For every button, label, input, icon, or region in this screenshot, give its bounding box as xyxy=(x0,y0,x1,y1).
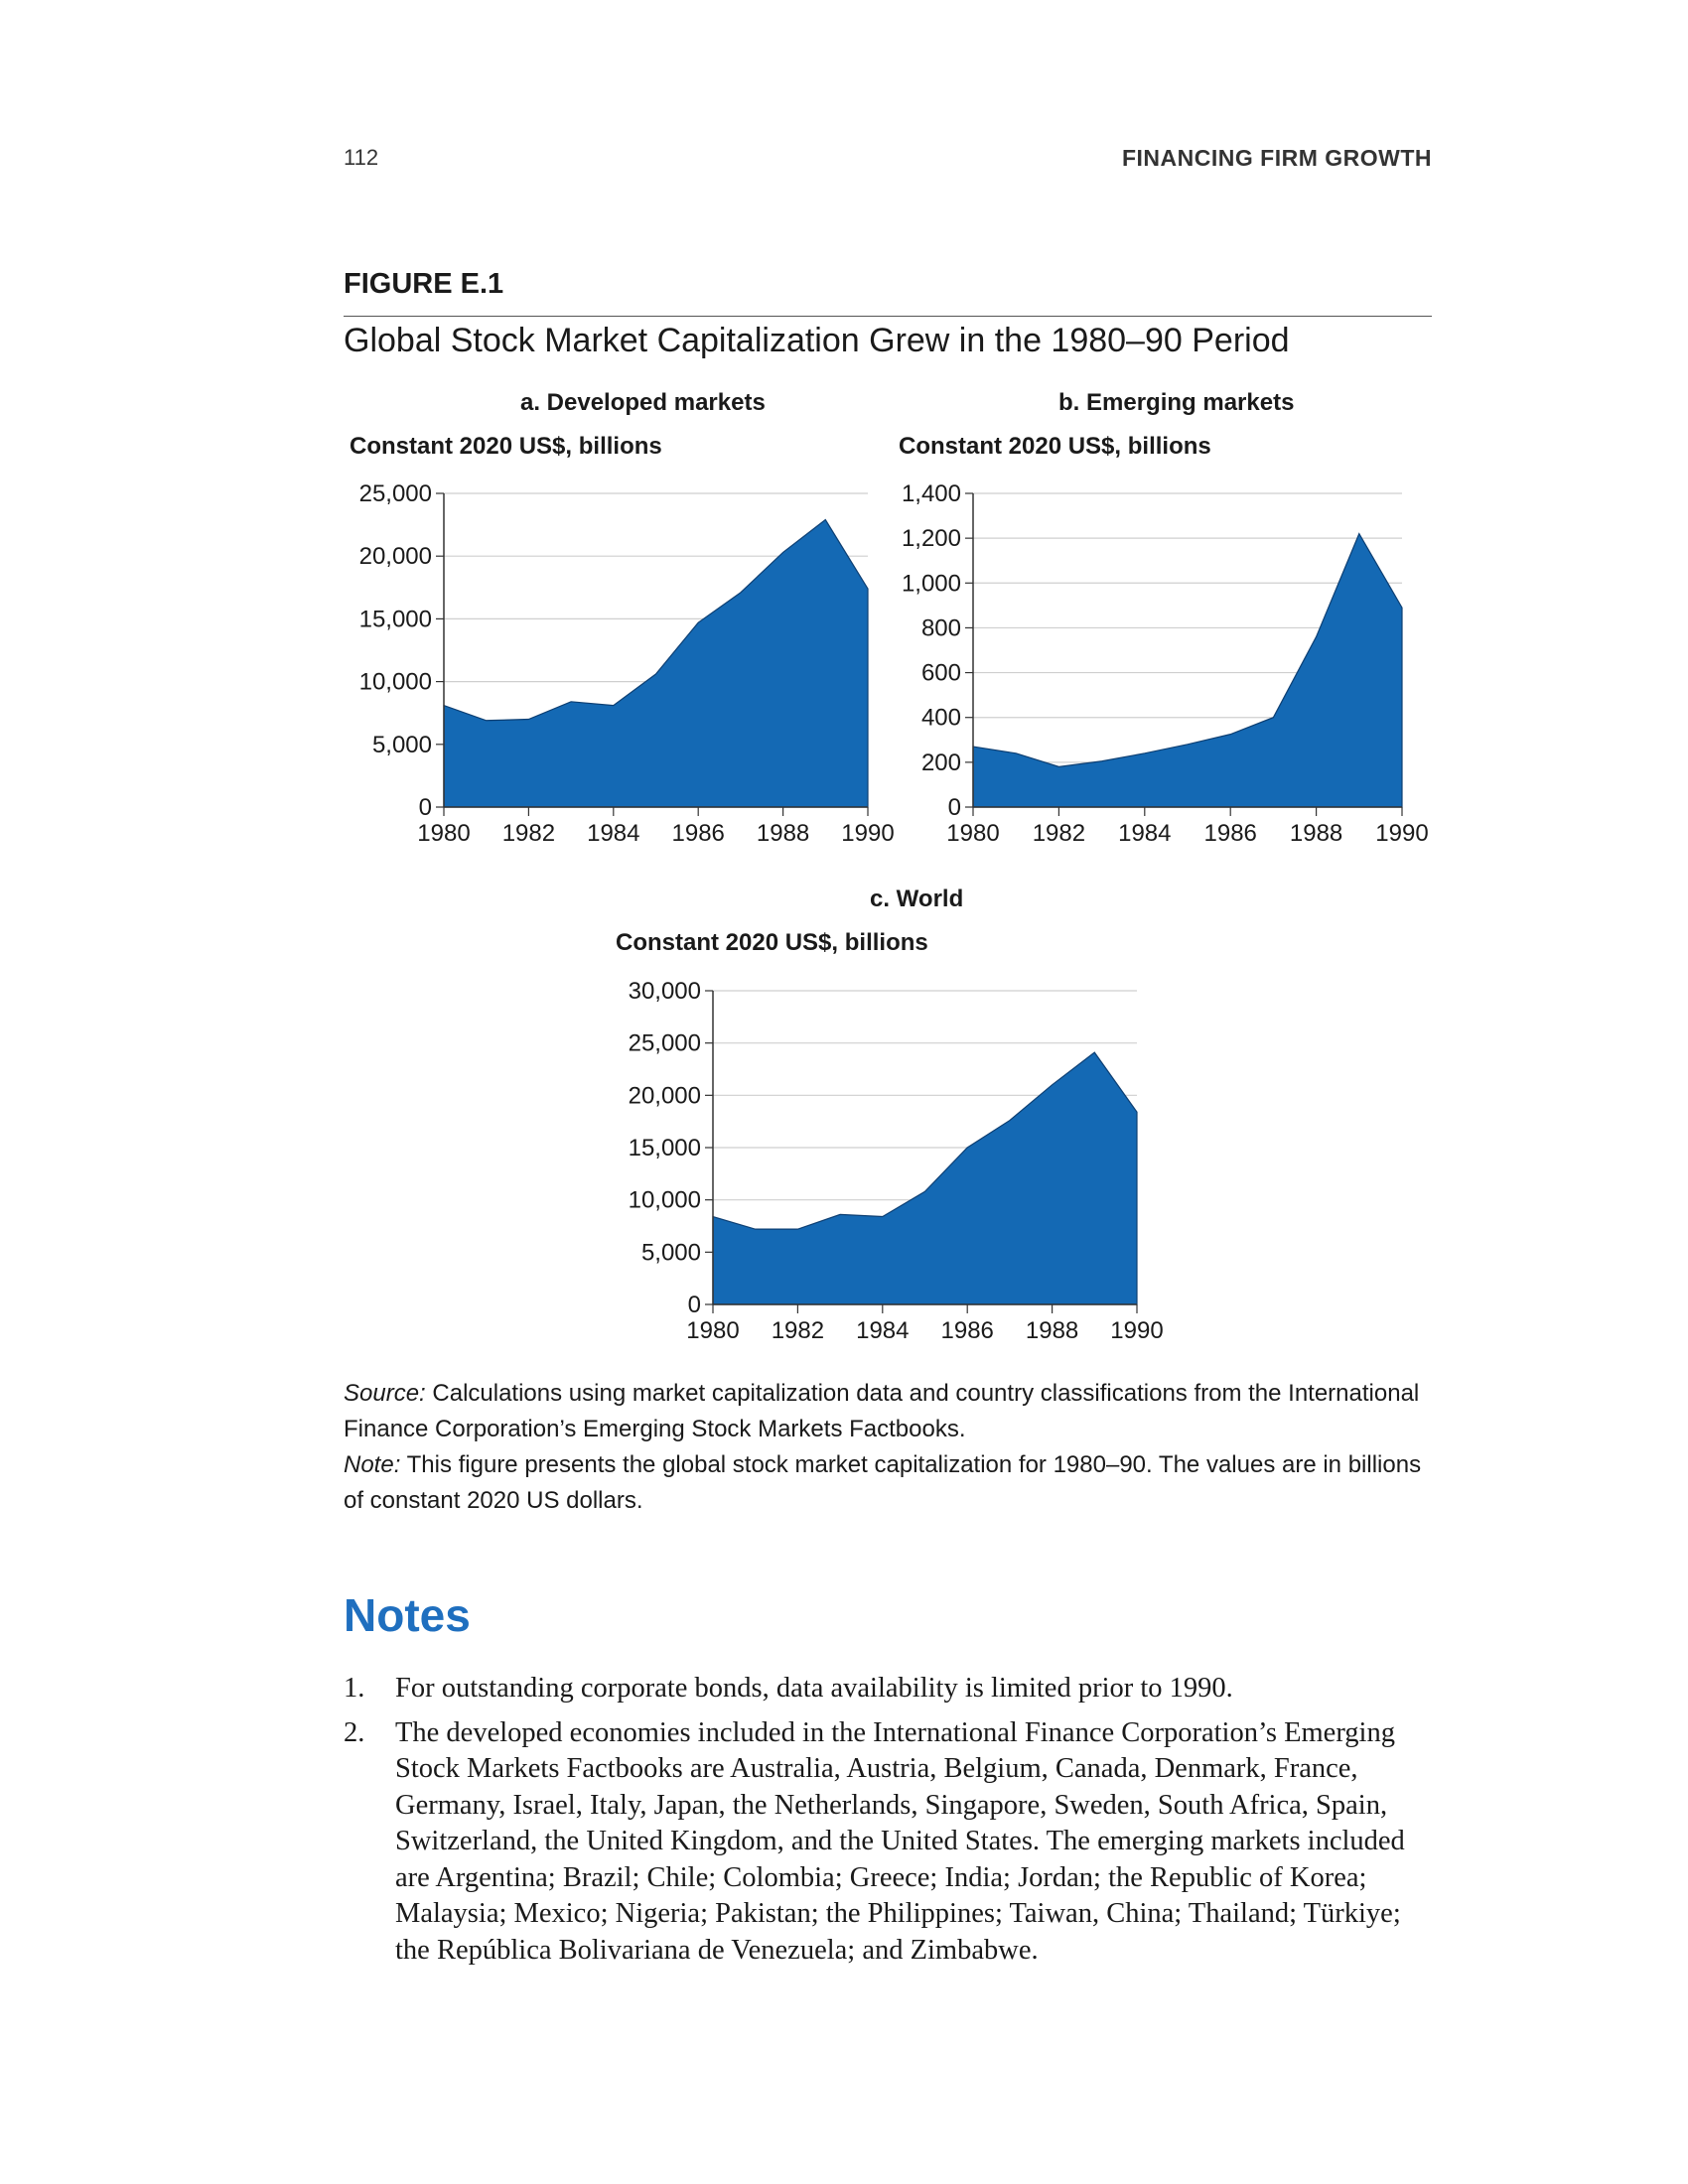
note-item: 1. For outstanding corporate bonds, data… xyxy=(344,1671,1436,1707)
figure-title: Global Stock Market Capitalization Grew … xyxy=(344,322,1290,359)
x-tick-label: 1988 xyxy=(1026,1317,1078,1344)
y-tick-label: 0 xyxy=(948,794,961,821)
y-tick-label: 15,000 xyxy=(629,1135,701,1161)
y-tick-label: 25,000 xyxy=(629,1030,701,1057)
y-tick-label: 15,000 xyxy=(359,606,432,632)
source-label: Source: xyxy=(344,1380,426,1407)
notes-heading: Notes xyxy=(344,1589,471,1641)
x-tick-label: 1988 xyxy=(757,820,809,847)
note-text: The developed economies included in the … xyxy=(395,1716,1405,1966)
note-number: 2. xyxy=(344,1716,365,1748)
x-tick-label: 1986 xyxy=(672,820,725,847)
x-tick-label: 1980 xyxy=(686,1317,739,1344)
developed-markets-chart: 0 5,000 10,000 15,000 20,000 25,000 1980 1982 19… xyxy=(359,480,895,847)
x-tick-label: 1990 xyxy=(1110,1317,1163,1344)
notes-list: 1. For outstanding corporate bonds, data… xyxy=(344,1671,1436,1977)
panel-title: b. Emerging markets xyxy=(1058,389,1295,416)
y-tick-label: 1,000 xyxy=(902,570,961,597)
x-tick-label: 1982 xyxy=(772,1317,824,1344)
figure-source-note: Source: Calculations using market capita… xyxy=(344,1376,1436,1519)
x-tick-label: 1984 xyxy=(856,1317,909,1344)
panel-developed-markets: a. Developed markets Constant 2020 US$, … xyxy=(328,387,923,854)
panel-emerging-markets: b. Emerging markets Constant 2020 US$, b… xyxy=(874,387,1470,854)
y-tick-label: 1,200 xyxy=(902,525,961,552)
y-tick-label: 0 xyxy=(419,794,432,821)
y-tick-label: 30,000 xyxy=(629,978,701,1005)
panel-unit-label: Constant 2020 US$, billions xyxy=(616,929,928,956)
note-line: Note: This figure presents the global st… xyxy=(344,1447,1436,1519)
x-tick-label: 1982 xyxy=(502,820,555,847)
source-text: Calculations using market capitalization… xyxy=(344,1380,1420,1442)
area-series xyxy=(972,532,1403,808)
y-tick-label: 1,400 xyxy=(902,480,961,507)
note-label: Note: xyxy=(344,1451,401,1478)
panel-unit-label: Constant 2020 US$, billions xyxy=(350,433,662,460)
y-tick-label: 5,000 xyxy=(641,1239,701,1266)
note-text: This figure presents the global stock ma… xyxy=(344,1451,1422,1514)
y-tick-label: 25,000 xyxy=(359,480,432,507)
x-tick-label: 1990 xyxy=(1375,820,1428,847)
y-tick-label: 600 xyxy=(921,660,961,687)
y-tick-label: 20,000 xyxy=(359,543,432,570)
x-tick-label: 1986 xyxy=(1204,820,1257,847)
y-tick-label: 5,000 xyxy=(372,732,432,758)
y-tick-label: 200 xyxy=(921,750,961,776)
x-tick-label: 1980 xyxy=(417,820,470,847)
x-tick-label: 1984 xyxy=(1118,820,1171,847)
x-tick-label: 1984 xyxy=(587,820,639,847)
y-tick-label: 0 xyxy=(688,1292,701,1318)
panel-title: c. World xyxy=(870,886,964,912)
note-item: 2. The developed economies included in t… xyxy=(344,1715,1436,1970)
world-chart: 0 5,000 10,000 15,000 20,000 25,000 30,000 1980… xyxy=(629,978,1164,1344)
running-head: 112 FINANCING FIRM GROWTH xyxy=(344,145,1432,177)
note-text: For outstanding corporate bonds, data av… xyxy=(395,1673,1233,1704)
note-number: 1. xyxy=(344,1673,365,1704)
area-series xyxy=(712,1051,1138,1305)
y-tick-label: 400 xyxy=(921,705,961,732)
x-tick-label: 1988 xyxy=(1290,820,1342,847)
panel-unit-label: Constant 2020 US$, billions xyxy=(899,433,1211,460)
x-tick-label: 1990 xyxy=(841,820,894,847)
source-line: Source: Calculations using market capita… xyxy=(344,1376,1436,1447)
running-title: FINANCING FIRM GROWTH xyxy=(1121,145,1432,171)
figure-divider xyxy=(344,316,1432,317)
x-tick-label: 1982 xyxy=(1033,820,1085,847)
y-tick-label: 10,000 xyxy=(629,1187,701,1214)
y-tick-label: 800 xyxy=(921,614,961,641)
y-tick-label: 20,000 xyxy=(629,1082,701,1109)
emerging-markets-chart: 0 200 400 600 800 1,000 1,200 1,400 1980 1982 1984… xyxy=(902,480,1429,847)
panel-world: c. World Constant 2020 US$, billions 0 5,… xyxy=(596,884,1192,1350)
area-series xyxy=(443,518,869,808)
x-tick-label: 1980 xyxy=(946,820,999,847)
x-tick-label: 1986 xyxy=(941,1317,994,1344)
figure-label: FIGURE E.1 xyxy=(344,268,504,300)
panel-title: a. Developed markets xyxy=(520,389,766,416)
y-tick-label: 10,000 xyxy=(359,669,432,696)
page-number: 112 xyxy=(344,145,379,170)
